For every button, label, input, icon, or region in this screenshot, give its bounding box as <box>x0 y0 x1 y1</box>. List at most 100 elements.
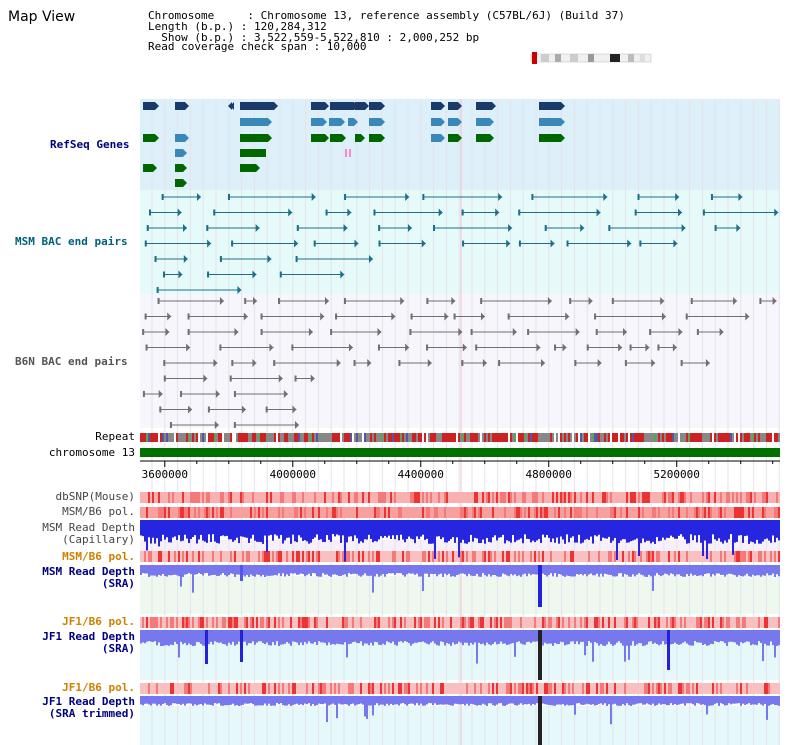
repeat-block <box>678 433 680 442</box>
jf1-pol2-block <box>264 683 266 694</box>
jf1-pol2-block <box>514 683 516 694</box>
jf1-sra-depth <box>598 630 600 646</box>
gene-arrow <box>185 134 189 142</box>
msm-sra-depth <box>182 565 184 577</box>
msm-pol-block <box>776 507 778 518</box>
msm-pol-block <box>616 507 618 518</box>
msm-cap-depth <box>220 520 222 537</box>
jf1-pol-block <box>512 617 514 628</box>
jf1-sra-depth <box>364 630 366 644</box>
bac-end <box>618 343 623 352</box>
jf1-pol-block <box>770 617 772 628</box>
jf1-sra-depth <box>664 630 666 645</box>
msm-pol-block <box>540 507 542 518</box>
msm-sra-depth <box>150 565 152 576</box>
msm-cap-depth <box>464 520 466 544</box>
jf1-pol-block <box>676 617 678 628</box>
jf1-pol-block <box>598 617 600 628</box>
jf1-pol2-block <box>168 683 170 694</box>
jf1-pol-block <box>238 617 240 628</box>
jf1-sra-depth <box>390 630 392 644</box>
dbsnp-block <box>294 492 296 503</box>
msm-pol-block <box>668 507 670 518</box>
jf1-sra-depth-spike <box>538 630 542 680</box>
msm-pol-block <box>162 507 164 518</box>
msm-cap-depth <box>406 520 408 539</box>
jf1-pol2-block <box>344 683 346 694</box>
repeat-block <box>672 433 674 442</box>
jf1-pol2-block <box>194 683 196 694</box>
msm-sra-depth <box>626 565 628 575</box>
dbsnp-block <box>534 492 536 503</box>
msm-pol2-block <box>180 551 182 562</box>
msm-pol2-block <box>278 551 280 562</box>
msm-pol-block <box>750 507 752 518</box>
msm-sra-depth <box>426 565 428 574</box>
bac-end <box>219 297 224 305</box>
jf1-trim-depth <box>460 696 462 705</box>
repeat-block <box>228 433 230 442</box>
repeat-block <box>282 433 284 442</box>
jf1-pol2-block <box>610 683 612 694</box>
jf1-pol-block <box>224 617 226 628</box>
jf1-sra-depth <box>638 630 640 644</box>
dbsnp-block <box>254 492 256 503</box>
jf1-sra-depth <box>626 630 628 646</box>
msm-pol2-block <box>414 551 416 562</box>
gene-arrow <box>323 118 327 126</box>
jf1-pol2-block <box>270 683 272 694</box>
msm-pol-block <box>382 507 384 518</box>
msm-sra-depth <box>610 565 612 576</box>
msm-pol2-block <box>622 551 624 562</box>
msm-cap-depth <box>614 520 616 538</box>
jf1-pol2-block <box>272 683 274 694</box>
jf1-trim-depth <box>604 696 606 704</box>
dbsnp-block <box>228 492 230 503</box>
dbsnp-block <box>696 492 698 503</box>
chromosome-bar <box>140 448 780 457</box>
jf1-pol-block <box>368 617 370 628</box>
bac-end <box>253 297 258 305</box>
repeat-block <box>380 433 382 442</box>
jf1-trim-depth <box>378 696 380 706</box>
msm-pol-block <box>246 507 248 518</box>
dbsnp-block <box>438 492 440 503</box>
msm-sra-depth <box>204 565 206 574</box>
jf1-pol2-block <box>584 683 586 694</box>
jf1-trim-depth <box>252 696 254 705</box>
msm-pol-block <box>582 507 584 518</box>
dbsnp-block <box>540 492 542 503</box>
msm-cap-depth <box>312 520 314 539</box>
bac-end <box>215 390 220 398</box>
jf1-trim-depth <box>748 696 750 704</box>
jf1-pol2-block <box>246 683 248 694</box>
jf1-pol2-block <box>240 683 242 694</box>
jf1-trim-depth <box>582 696 584 705</box>
jf1-pol2-block <box>216 683 218 694</box>
jf1-trim-depth <box>544 696 546 705</box>
msm-cap-depth <box>742 520 744 543</box>
msm-sra-depth <box>738 565 740 576</box>
jf1-pol-block <box>470 617 472 628</box>
jf1-pol-block <box>148 617 150 628</box>
msm-cap-depth <box>410 520 412 539</box>
jf1-sra-depth <box>714 630 716 642</box>
jf1-trim-depth <box>578 696 580 704</box>
jf1-pol2-block <box>414 683 416 694</box>
msm-cap-depth <box>720 520 722 542</box>
msm-sra-depth <box>658 565 660 576</box>
jf1-pol2-block <box>400 683 402 694</box>
repeat-block <box>264 433 266 442</box>
jf1-trim-depth <box>296 696 298 704</box>
msm-sra-depth <box>470 565 472 576</box>
msm-cap-depth <box>522 520 524 544</box>
jf1-pol2-block <box>494 683 496 694</box>
jf1-sra-depth <box>142 630 144 643</box>
msm-sra-depth <box>752 565 754 575</box>
gene-feature <box>369 118 381 126</box>
msm-pol-block <box>288 507 290 518</box>
jf1-pol-block <box>478 617 480 628</box>
repeat-block <box>592 433 594 442</box>
jf1-pol-block <box>726 617 728 628</box>
